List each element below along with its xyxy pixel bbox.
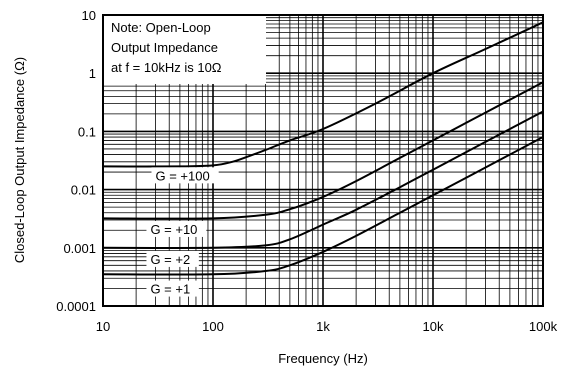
plot-frame bbox=[102, 14, 544, 307]
series-line bbox=[102, 110, 544, 249]
series-line bbox=[102, 136, 544, 276]
x-tick-label: 10k bbox=[423, 319, 444, 334]
note-line: Output Impedance bbox=[111, 40, 218, 55]
note-box: Note: Open-Loop Output Impedance at f = 10… bbox=[104, 16, 266, 84]
series-label-bg bbox=[151, 167, 219, 184]
series-label: G = +2 bbox=[150, 252, 190, 267]
y-tick-label: 1 bbox=[89, 66, 96, 81]
series-label: G = +1 bbox=[150, 282, 190, 297]
y-tick-label: 0.1 bbox=[78, 124, 96, 139]
series-line bbox=[102, 21, 544, 168]
series-line bbox=[102, 81, 544, 220]
x-tick-labels: 10 100 1k 10k 100k bbox=[96, 319, 558, 334]
x-tick-label: 100k bbox=[529, 319, 558, 334]
y-tick-label: 0.01 bbox=[71, 183, 96, 198]
note-line: at f = 10kHz is 10Ω bbox=[111, 60, 222, 75]
grid-layer: Note: Open-Loop Output Impedance at f = 10… bbox=[102, 15, 543, 307]
series-label: G = +100 bbox=[155, 168, 209, 183]
note-line: Note: Open-Loop bbox=[111, 20, 211, 35]
series-layer bbox=[102, 21, 544, 276]
y-tick-labels: 0.0001 0.001 0.01 0.1 1 10 bbox=[56, 8, 96, 314]
y-axis-label: Closed-Loop Output Impedance (Ω) bbox=[12, 57, 27, 263]
y-tick-label: 0.0001 bbox=[56, 299, 96, 314]
x-tick-label: 10 bbox=[96, 319, 110, 334]
y-tick-label: 10 bbox=[82, 8, 96, 23]
x-tick-label: 100 bbox=[202, 319, 224, 334]
series-label: G = +10 bbox=[150, 222, 197, 237]
series-label-bg bbox=[146, 250, 199, 267]
label-layer: G = +100 G = +10 G = +2 G = +1 bbox=[146, 167, 219, 297]
y-tick-label: 0.001 bbox=[63, 241, 96, 256]
series-label-bg bbox=[146, 220, 207, 237]
series-label-bg bbox=[146, 280, 199, 297]
x-axis-label: Frequency (Hz) bbox=[278, 351, 368, 366]
x-tick-label: 1k bbox=[316, 319, 330, 334]
